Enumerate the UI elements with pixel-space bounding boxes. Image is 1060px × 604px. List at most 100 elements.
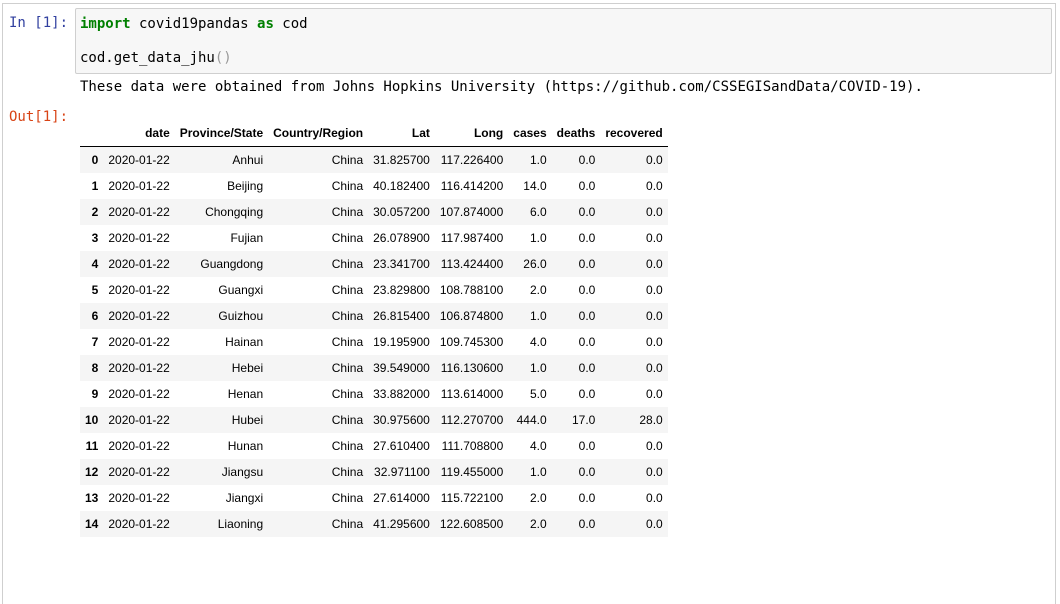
table-cell-province-state: Henan — [227, 387, 264, 401]
module-name: covid19pandas — [130, 16, 258, 32]
row-index: 14 — [85, 517, 99, 531]
table-cell-province-state: Chongqing — [205, 205, 264, 219]
table-row: 12 2020-01-22 Jiangsu China 32.971100 119.455… — [80, 459, 668, 485]
table-cell-long: 107.874000 — [439, 205, 504, 219]
table-cell-deaths: 0.0 — [578, 179, 596, 193]
table-cell-cases: 444.0 — [516, 413, 547, 427]
table-cell-date: 2020-01-22 — [108, 465, 170, 479]
table-cell-recovered: 0.0 — [646, 439, 663, 453]
table-cell-date: 2020-01-22 — [108, 387, 170, 401]
table-row: 3 2020-01-22 Fujian China 26.078900 117.98740… — [80, 225, 668, 251]
table-cell-date: 2020-01-22 — [108, 153, 170, 167]
table-cell-date: 2020-01-22 — [108, 231, 170, 245]
code-cell[interactable] — [2, 3, 1056, 604]
table-row: 10 2020-01-22 Hubei China 30.975600 112.27070… — [80, 407, 668, 433]
table-cell-cases: 2.0 — [529, 491, 547, 505]
table-cell-long: 117.987400 — [440, 231, 504, 245]
table-cell-date: 2020-01-22 — [108, 309, 170, 323]
input-prompt: In [1]: — [9, 15, 69, 31]
table-cell-deaths: 0.0 — [578, 335, 596, 349]
table-cell-long: 113.424400 — [440, 257, 504, 271]
column-header-index — [80, 120, 104, 147]
table-row: 9 2020-01-22 Henan China 33.882000 113.614000… — [80, 381, 668, 407]
table-cell-lat: 30.057200 — [373, 205, 430, 219]
table-cell-province-state: Guizhou — [218, 309, 264, 323]
table-cell-recovered: 0.0 — [646, 283, 663, 297]
column-header-cases: cases — [508, 120, 552, 147]
table-cell-recovered: 0.0 — [646, 309, 663, 323]
table-cell-recovered: 28.0 — [639, 413, 663, 427]
column-header-date: date — [103, 120, 175, 147]
table-cell-province-state: Hainan — [225, 335, 264, 349]
table-row: 8 2020-01-22 Hebei China 39.549000 116.130600… — [80, 355, 668, 381]
table-cell-lat: 33.882000 — [373, 387, 430, 401]
table-cell-date: 2020-01-22 — [108, 491, 170, 505]
table-cell-long: 119.455000 — [440, 465, 504, 479]
call-parens: () — [214, 50, 232, 66]
column-header-country-region: Country/Region — [268, 120, 369, 147]
table-cell-deaths: 0.0 — [578, 231, 596, 245]
table-cell-cases: 1.0 — [529, 231, 547, 245]
table-row: 2 2020-01-22 Chongqing China 30.057200 107.87… — [80, 199, 668, 225]
row-index: 11 — [85, 439, 99, 453]
table-row: 6 2020-01-22 Guizhou China 26.815400 106.8748… — [80, 303, 668, 329]
row-index: 12 — [85, 465, 99, 479]
table-cell-deaths: 0.0 — [578, 283, 596, 297]
table-cell-province-state: Liaoning — [217, 517, 264, 531]
dataframe-table: date Province/State Country/Region Lat Long c… — [80, 120, 668, 537]
table-cell-long: 116.130600 — [440, 361, 504, 375]
table-cell-recovered: 0.0 — [646, 517, 663, 531]
table-cell-country-region: China — [331, 283, 364, 297]
row-index: 0 — [91, 153, 99, 167]
table-cell-province-state: Hunan — [227, 439, 264, 453]
table-header-row: date Province/State Country/Region Lat Long c… — [80, 120, 668, 147]
table-cell-province-state: Beijing — [227, 179, 264, 193]
row-index: 8 — [91, 361, 99, 375]
row-index: 7 — [91, 335, 99, 349]
table-cell-date: 2020-01-22 — [108, 413, 170, 427]
table-cell-lat: 39.549000 — [373, 361, 430, 375]
table-cell-long: 116.414200 — [440, 179, 504, 193]
table-row: 7 2020-01-22 Hainan China 19.195900 109.74530… — [80, 329, 668, 355]
table-row: 1 2020-01-22 Beijing China 40.182400 116.4142… — [80, 173, 668, 199]
table-cell-cases: 4.0 — [529, 335, 547, 349]
table-cell-recovered: 0.0 — [646, 465, 663, 479]
table-cell-cases: 6.0 — [529, 205, 547, 219]
table-cell-recovered: 0.0 — [646, 491, 663, 505]
table-cell-country-region: China — [331, 153, 364, 167]
table-cell-province-state: Jiangsu — [221, 465, 264, 479]
row-index: 13 — [85, 491, 99, 505]
table-cell-lat: 32.971100 — [374, 465, 430, 479]
table-cell-long: 106.874800 — [439, 309, 504, 323]
row-index: 2 — [91, 205, 99, 219]
table-cell-recovered: 0.0 — [646, 361, 663, 375]
table-cell-recovered: 0.0 — [646, 387, 663, 401]
table-cell-lat: 26.815400 — [373, 309, 430, 323]
table-cell-province-state: Hebei — [231, 361, 264, 375]
column-header-province-state: Province/State — [174, 120, 269, 147]
table-cell-country-region: China — [331, 413, 364, 427]
table-cell-lat: 27.610400 — [373, 439, 430, 453]
table-row: 5 2020-01-22 Guangxi China 23.829800 108.7881… — [80, 277, 668, 303]
table-cell-long: 122.608500 — [439, 517, 504, 531]
table-row: 13 2020-01-22 Jiangxi China 27.614000 115.722… — [80, 485, 668, 511]
column-header-lat: Lat — [368, 120, 435, 147]
table-cell-deaths: 0.0 — [578, 387, 596, 401]
code-input-area[interactable]: import covid19pandas as cod cod.get_data… — [75, 8, 1052, 74]
table-cell-lat: 26.078900 — [373, 231, 430, 245]
table-cell-cases: 26.0 — [523, 257, 547, 271]
row-index: 1 — [91, 179, 99, 193]
table-cell-long: 109.745300 — [439, 335, 504, 349]
table-cell-country-region: China — [331, 335, 364, 349]
table-cell-lat: 30.975600 — [373, 413, 430, 427]
table-cell-province-state: Guangxi — [218, 283, 264, 297]
stream-output: These data were obtained from Johns Hopk… — [80, 79, 923, 95]
table-cell-cases: 14.0 — [523, 179, 547, 193]
table-cell-province-state: Hubei — [231, 413, 264, 427]
table-cell-country-region: China — [331, 361, 364, 375]
code-line-1: import covid19pandas as cod — [80, 16, 308, 32]
table-cell-lat: 31.825700 — [373, 153, 430, 167]
table-cell-cases: 2.0 — [529, 517, 547, 531]
table-cell-long: 112.270700 — [440, 413, 504, 427]
table-cell-province-state: Guangdong — [200, 257, 264, 271]
